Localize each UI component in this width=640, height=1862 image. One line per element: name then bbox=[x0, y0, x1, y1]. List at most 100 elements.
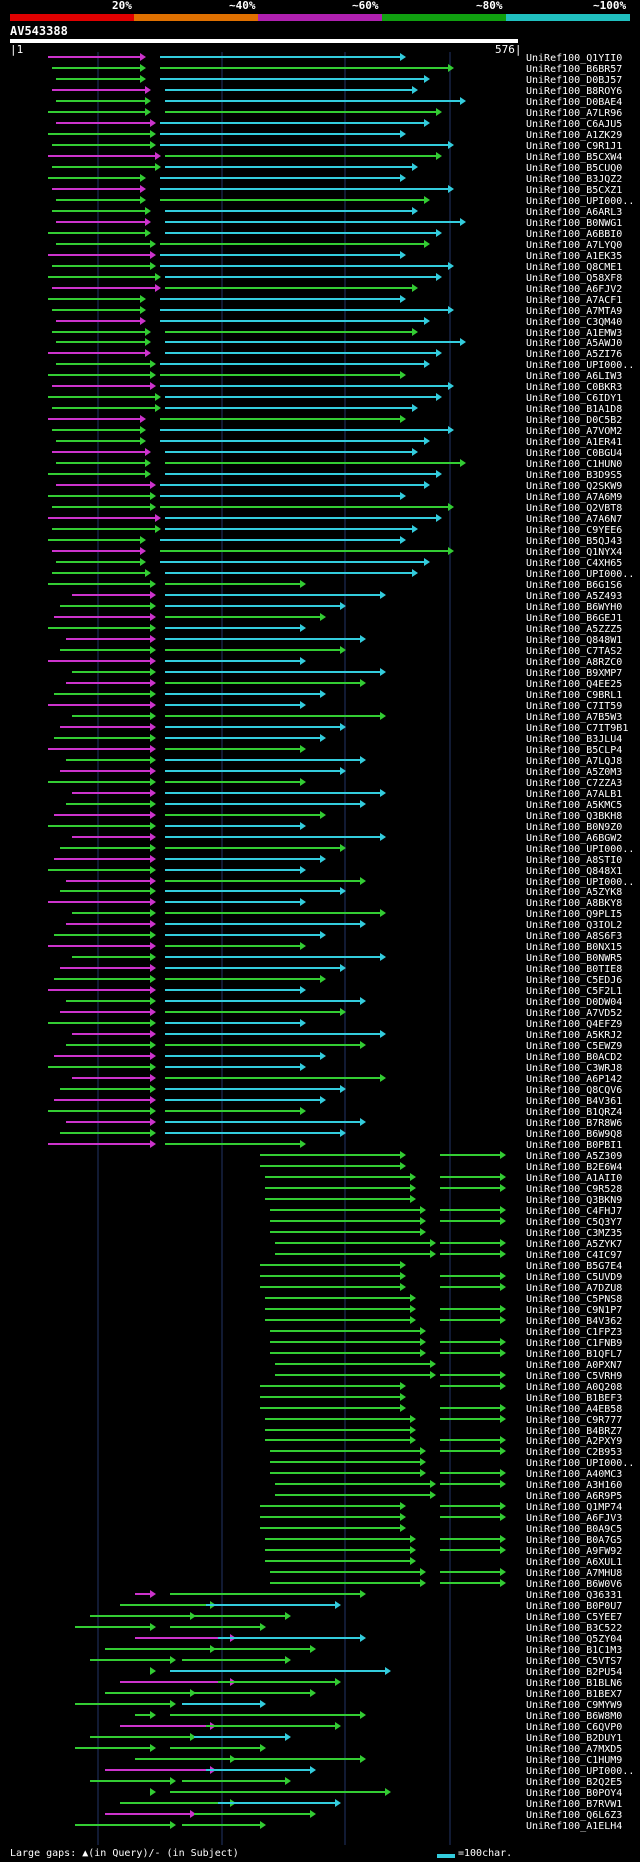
hit-label[interactable]: UniRef100_A7LQJ8 bbox=[526, 756, 622, 767]
hit-label[interactable]: UniRef100_C5Q3Y7 bbox=[526, 1217, 622, 1228]
hit-label[interactable]: UniRef100_A7MTA9 bbox=[526, 306, 622, 317]
hit-label[interactable]: UniRef100_Q58XF8 bbox=[526, 273, 622, 284]
hit-label[interactable]: UniRef100_C6IDY1 bbox=[526, 393, 622, 404]
hit-label[interactable]: UniRef100_B5CXZ1 bbox=[526, 185, 622, 196]
hit-label[interactable]: UniRef100_Q1MP74 bbox=[526, 1502, 622, 1513]
hit-label[interactable]: UniRef100_B6G1S6 bbox=[526, 580, 622, 591]
hit-label[interactable]: UniRef100_B5G7E4 bbox=[526, 1261, 622, 1272]
hit-label[interactable]: UniRef100_Q9PLI5 bbox=[526, 909, 622, 920]
hit-label[interactable]: UniRef100_A8S6F3 bbox=[526, 931, 622, 942]
hit-label[interactable]: UniRef100_C5UVD9 bbox=[526, 1272, 622, 1283]
hit-label[interactable]: UniRef100_Q848W1 bbox=[526, 635, 622, 646]
hit-label[interactable]: UniRef100_C1HUM9 bbox=[526, 1755, 622, 1766]
hit-label[interactable]: UniRef100_C4XH65 bbox=[526, 558, 622, 569]
hit-label[interactable]: UniRef100_UPI000.. bbox=[526, 569, 634, 580]
hit-label[interactable]: UniRef100_C5VRH9 bbox=[526, 1371, 622, 1382]
hit-label[interactable]: UniRef100_A5Z0M3 bbox=[526, 767, 622, 778]
hit-label[interactable]: UniRef100_A1AII0 bbox=[526, 1173, 622, 1184]
hit-label[interactable]: UniRef100_A7VD52 bbox=[526, 1008, 622, 1019]
hit-label[interactable]: UniRef100_A1EMW3 bbox=[526, 328, 622, 339]
hit-label[interactable]: UniRef100_B1BEX7 bbox=[526, 1689, 622, 1700]
hit-label[interactable]: UniRef100_B8ROY6 bbox=[526, 86, 622, 97]
hit-label[interactable]: UniRef100_A3H160 bbox=[526, 1480, 622, 1491]
hit-label[interactable]: UniRef100_A6P142 bbox=[526, 1074, 622, 1085]
hit-label[interactable]: UniRef100_C3WRJ8 bbox=[526, 1063, 622, 1074]
hit-label[interactable]: UniRef100_A7DZU8 bbox=[526, 1283, 622, 1294]
hit-label[interactable]: UniRef100_A7VOM2 bbox=[526, 426, 622, 437]
hit-label[interactable]: UniRef100_Q1NYX4 bbox=[526, 547, 622, 558]
hit-label[interactable]: UniRef100_B2E6W4 bbox=[526, 1162, 622, 1173]
hit-label[interactable]: UniRef100_A2PXY9 bbox=[526, 1436, 622, 1447]
hit-label[interactable]: UniRef100_B1QRZ4 bbox=[526, 1107, 622, 1118]
hit-label[interactable]: UniRef100_B0NWR5 bbox=[526, 953, 622, 964]
hit-label[interactable]: UniRef100_Q8CME1 bbox=[526, 262, 622, 273]
hit-label[interactable]: UniRef100_A7MHU8 bbox=[526, 1568, 622, 1579]
hit-label[interactable]: UniRef100_C9N1P7 bbox=[526, 1305, 622, 1316]
hit-label[interactable]: UniRef100_B0NX15 bbox=[526, 942, 622, 953]
hit-label[interactable]: UniRef100_C5EDJ6 bbox=[526, 975, 622, 986]
hit-label[interactable]: UniRef100_C1HUN0 bbox=[526, 459, 622, 470]
hit-label[interactable]: UniRef100_B3JLU4 bbox=[526, 734, 622, 745]
hit-label[interactable]: UniRef100_C5F2L1 bbox=[526, 986, 622, 997]
hit-label[interactable]: UniRef100_B5CLP4 bbox=[526, 745, 622, 756]
hit-label[interactable]: UniRef100_UPI000.. bbox=[526, 360, 634, 371]
hit-label[interactable]: UniRef100_C0BGU4 bbox=[526, 448, 622, 459]
hit-label[interactable]: UniRef100_Q36331 bbox=[526, 1590, 622, 1601]
hit-label[interactable]: UniRef100_C9R528 bbox=[526, 1184, 622, 1195]
hit-label[interactable]: UniRef100_C7ZZA3 bbox=[526, 778, 622, 789]
hit-label[interactable]: UniRef100_A6FJV2 bbox=[526, 284, 622, 295]
hit-label[interactable]: UniRef100_B3JQZ2 bbox=[526, 174, 622, 185]
hit-label[interactable]: UniRef100_A5ZYK7 bbox=[526, 1239, 622, 1250]
hit-label[interactable]: UniRef100_A1ELH4 bbox=[526, 1821, 622, 1832]
hit-label[interactable]: UniRef100_B6WYH0 bbox=[526, 602, 622, 613]
hit-label[interactable]: UniRef100_C7IT9B1 bbox=[526, 723, 628, 734]
hit-label[interactable]: UniRef100_C9MYW9 bbox=[526, 1700, 622, 1711]
hit-label[interactable]: UniRef100_B4V361 bbox=[526, 1096, 622, 1107]
hit-label[interactable]: UniRef100_C9R777 bbox=[526, 1415, 622, 1426]
hit-label[interactable]: UniRef100_A0Q208 bbox=[526, 1382, 622, 1393]
hit-label[interactable]: UniRef100_B6W9Q8 bbox=[526, 1129, 622, 1140]
hit-label[interactable]: UniRef100_Q848X1 bbox=[526, 866, 622, 877]
hit-label[interactable]: UniRef100_B5QJ43 bbox=[526, 536, 622, 547]
hit-label[interactable]: UniRef100_C9R1J1 bbox=[526, 141, 622, 152]
hit-label[interactable]: UniRef100_A8BKY8 bbox=[526, 898, 622, 909]
hit-label[interactable]: UniRef100_B2DUY1 bbox=[526, 1733, 622, 1744]
hit-label[interactable]: UniRef100_A5KRJ2 bbox=[526, 1030, 622, 1041]
hit-label[interactable]: UniRef100_A5ZYK8 bbox=[526, 887, 622, 898]
hit-label[interactable]: UniRef100_A4EB58 bbox=[526, 1404, 622, 1415]
hit-label[interactable]: UniRef100_UPI000.. bbox=[526, 844, 634, 855]
hit-label[interactable]: UniRef100_C1FPZ3 bbox=[526, 1327, 622, 1338]
hit-label[interactable]: UniRef100_Q3BKH8 bbox=[526, 811, 622, 822]
hit-label[interactable]: UniRef100_C3MZ35 bbox=[526, 1228, 622, 1239]
hit-label[interactable]: UniRef100_UPI000.. bbox=[526, 877, 634, 888]
hit-label[interactable]: UniRef100_A1ZK29 bbox=[526, 130, 622, 141]
hit-label[interactable]: UniRef100_B3D9S5 bbox=[526, 470, 622, 481]
hit-label[interactable]: UniRef100_B6GEJ1 bbox=[526, 613, 622, 624]
hit-label[interactable]: UniRef100_B0A9C5 bbox=[526, 1524, 622, 1535]
hit-label[interactable]: UniRef100_B0NWG1 bbox=[526, 218, 622, 229]
hit-label[interactable]: UniRef100_C7IT59 bbox=[526, 701, 622, 712]
hit-label[interactable]: UniRef100_A7A6N7 bbox=[526, 514, 622, 525]
hit-label[interactable]: UniRef100_A8RZC0 bbox=[526, 657, 622, 668]
hit-label[interactable]: UniRef100_A6ARL3 bbox=[526, 207, 622, 218]
hit-label[interactable]: UniRef100_Q4EE25 bbox=[526, 679, 622, 690]
hit-label[interactable]: UniRef100_C6AJU5 bbox=[526, 119, 622, 130]
hit-label[interactable]: UniRef100_B0PBI1 bbox=[526, 1140, 622, 1151]
hit-label[interactable]: UniRef100_UPI000.. bbox=[526, 196, 634, 207]
hit-label[interactable]: UniRef100_B2PU54 bbox=[526, 1667, 622, 1678]
hit-label[interactable]: UniRef100_B0ACD2 bbox=[526, 1052, 622, 1063]
hit-label[interactable]: UniRef100_B1A1D8 bbox=[526, 404, 622, 415]
hit-label[interactable]: UniRef100_Q4EFZ9 bbox=[526, 1019, 622, 1030]
hit-label[interactable]: UniRef100_A8STI0 bbox=[526, 855, 622, 866]
hit-label[interactable]: UniRef100_A9FW92 bbox=[526, 1546, 622, 1557]
hit-label[interactable]: UniRef100_A40MC3 bbox=[526, 1469, 622, 1480]
hit-label[interactable]: UniRef100_D0BJ57 bbox=[526, 75, 622, 86]
hit-label[interactable]: UniRef100_A7LYQ0 bbox=[526, 240, 622, 251]
hit-label[interactable]: UniRef100_B1BEF3 bbox=[526, 1393, 622, 1404]
hit-label[interactable]: UniRef100_C4IC97 bbox=[526, 1250, 622, 1261]
hit-label[interactable]: UniRef100_C9YEE6 bbox=[526, 525, 622, 536]
hit-label[interactable]: UniRef100_B1BLN6 bbox=[526, 1678, 622, 1689]
hit-label[interactable]: UniRef100_A7MXD5 bbox=[526, 1744, 622, 1755]
hit-label[interactable]: UniRef100_C0BKR3 bbox=[526, 382, 622, 393]
hit-label[interactable]: UniRef100_A6XUL1 bbox=[526, 1557, 622, 1568]
